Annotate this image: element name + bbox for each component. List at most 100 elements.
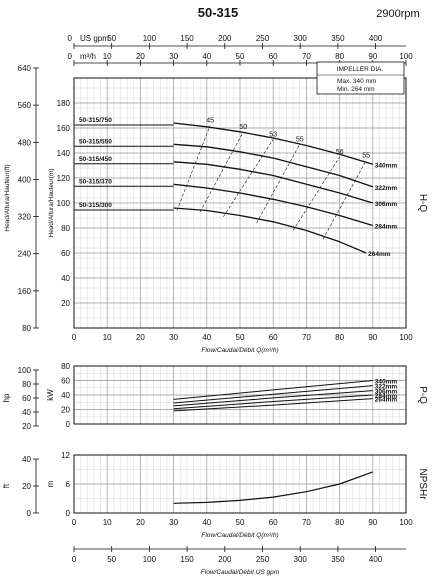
hq-secondary-tick-label: 640 <box>18 64 32 73</box>
pq-ylabel-secondary: hp <box>2 393 11 402</box>
m3h-tick-label: 10 <box>103 52 112 61</box>
npsh-xtick-label: 90 <box>368 518 377 527</box>
npsh-xtick-label: 70 <box>302 518 311 527</box>
hq-xtick-label: 30 <box>169 333 178 342</box>
pq-ylabel: kW <box>46 389 55 401</box>
npsh-ylabel: m <box>46 480 55 487</box>
pq-ytick-label: 0 <box>66 420 71 429</box>
pq-ytick-label: 60 <box>61 377 70 386</box>
hq-ytick-label: 120 <box>57 174 71 183</box>
m3h-tick-label: 70 <box>302 52 311 61</box>
hq-secondary-tick-label: 400 <box>18 175 32 184</box>
npsh-xtick-label: 10 <box>103 518 112 527</box>
hq-ytick-label: 140 <box>57 149 71 158</box>
pq-series-name: 340mm <box>375 379 398 386</box>
efficiency-label: 55 <box>296 136 304 143</box>
npsh-xtick-label: 100 <box>399 518 413 527</box>
bottom-axis-tick-label: 0 <box>72 555 77 564</box>
hq-ytick-label: 60 <box>61 249 70 258</box>
m3h-zero-label: 0 <box>68 52 73 61</box>
pq-secondary-tick-label: 20 <box>22 422 31 431</box>
pq-series-name: 306mm <box>375 389 398 396</box>
hq-curve-label: 50-315/300 <box>79 202 112 209</box>
hq-xtick-label: 10 <box>103 333 112 342</box>
efficiency-label: 56 <box>336 149 344 156</box>
npsh-secondary-tick-label: 40 <box>22 455 31 464</box>
impeller-box: IMPELLER DIA. Max. 340 mm Min. 264 mm <box>316 61 405 95</box>
us-gpm-tick-label: 400 <box>369 34 383 43</box>
m3h-tick-label: 60 <box>269 52 278 61</box>
bottom-axis-tick-label: 400 <box>369 555 383 564</box>
efficiency-line <box>223 139 274 217</box>
m3h-tick-label: 80 <box>335 52 344 61</box>
hq-xtick-label: 90 <box>368 333 377 342</box>
efficiency-label: 50 <box>239 124 247 131</box>
efficiency-label: 53 <box>269 131 277 138</box>
hq-xlabel: Flow/Caudal/Débit Q(m³/h) <box>201 347 278 354</box>
hq-series-name: 322mm <box>375 185 398 192</box>
npsh-ylabel-secondary: ft <box>2 483 11 488</box>
npsh-ytick-label: 0 <box>66 509 71 518</box>
us-gpm-tick-label: 200 <box>218 34 232 43</box>
hq-xtick-label: 40 <box>202 333 211 342</box>
hq-ylabel: Head/Altura/Hauteur(m) <box>48 169 55 238</box>
efficiency-label: 45 <box>206 118 214 125</box>
bottom-axis-title: Flow/Caudal/Débit US gpm <box>201 569 280 576</box>
hq-series-line <box>173 207 367 254</box>
us-gpm-zero-label: 0 <box>68 34 73 43</box>
bottom-axis-tick-label: 200 <box>218 555 232 564</box>
pq-secondary-tick-label: 100 <box>18 366 32 375</box>
hq-secondary-tick-label: 80 <box>22 324 31 333</box>
npsh-xtick-label: 20 <box>136 518 145 527</box>
m3h-tick-label: 50 <box>236 52 245 61</box>
npsh-side-title: NPSHr <box>417 468 428 500</box>
bottom-axis-tick-label: 350 <box>331 555 345 564</box>
pq-series-name: 264mm <box>375 397 398 404</box>
m3h-axis-label: m³/h <box>80 52 96 61</box>
npsh-secondary-tick-label: 20 <box>22 482 31 491</box>
hq-curve-label: 50-315/550 <box>79 138 112 145</box>
us-gpm-tick-label: 250 <box>256 34 270 43</box>
pq-secondary-tick-label: 60 <box>22 394 31 403</box>
hq-series-line <box>173 161 373 204</box>
hq-secondary-tick-label: 560 <box>18 101 32 110</box>
pq-series-line <box>173 385 373 404</box>
us-gpm-tick-label: 50 <box>107 34 116 43</box>
hq-series-line <box>173 183 373 227</box>
pq-series-line <box>173 380 373 400</box>
m3h-tick-label: 90 <box>368 52 377 61</box>
m3h-tick-label: 20 <box>136 52 145 61</box>
pq-side-title: P-Q <box>417 386 428 404</box>
impeller-box-max: Max. 340 mm <box>337 78 376 85</box>
pq-grid <box>73 365 407 425</box>
npsh-curves <box>173 471 374 504</box>
npsh-xtick-label: 40 <box>202 518 211 527</box>
efficiency-line <box>176 125 211 211</box>
bottom-axis: Flow/Caudal/Débit US gpm 0 50 100 150 200 250… <box>72 546 406 576</box>
hq-secondary-tick-label: 320 <box>18 213 32 222</box>
hq-ytick-label: 180 <box>57 99 71 108</box>
hq-xtick-label: 20 <box>136 333 145 342</box>
npsh-xtick-label: 30 <box>169 518 178 527</box>
pq-secondary-tick-label: 80 <box>22 380 31 389</box>
hq-xtick-label: 50 <box>236 333 245 342</box>
npsh-secondary-tick-label: 0 <box>27 509 32 518</box>
bottom-axis-tick-label: 50 <box>107 555 116 564</box>
hq-curve-label: 50-315/370 <box>79 178 112 185</box>
npsh-xtick-label: 80 <box>335 518 344 527</box>
efficiency-label: 55 <box>362 153 370 160</box>
hq-series-name: 264mm <box>368 251 391 258</box>
pq-curves <box>173 380 373 412</box>
npsh-xlabel: Flow/Caudal/Débit Q(m³/h) <box>201 532 278 539</box>
us-gpm-axis-label: US gpm <box>80 34 109 43</box>
hq-grid <box>73 77 407 329</box>
npsh-xtick-label: 60 <box>269 518 278 527</box>
hq-ytick-label: 40 <box>61 274 70 283</box>
hq-secondary-tick-label: 160 <box>18 287 32 296</box>
impeller-box-title: IMPELLER DIA. <box>337 66 384 73</box>
us-gpm-tick-label: 350 <box>331 34 345 43</box>
hq-series-name: 340mm <box>375 162 398 169</box>
us-gpm-tick-label: 300 <box>294 34 308 43</box>
